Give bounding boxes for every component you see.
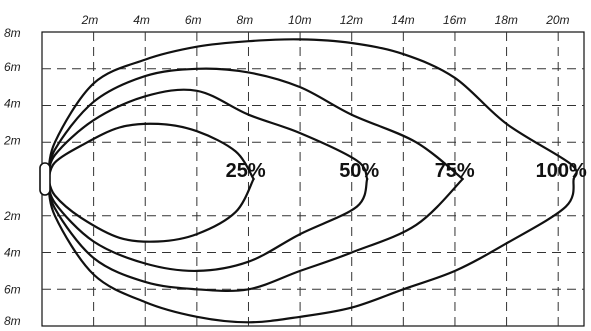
x-tick-label: 6m <box>185 13 202 27</box>
series-lower-line <box>47 177 464 293</box>
x-tick-label: 10m <box>288 13 311 27</box>
x-tick-label: 18m <box>495 13 518 27</box>
series-lower-line <box>47 177 575 324</box>
x-tick-label: 4m <box>133 13 150 27</box>
x-tick-label: 20m <box>545 13 569 27</box>
series-label: 75% <box>435 160 475 182</box>
y-tick-label: 4m <box>4 97 21 111</box>
series-upper-line <box>47 88 369 181</box>
y-tick-label: 8m <box>4 314 21 328</box>
y-tick-label: 6m <box>4 60 21 74</box>
y-tick-label: 6m <box>4 282 21 296</box>
y-tick-label: 2m <box>3 133 21 147</box>
x-tick-label: 8m <box>236 13 253 27</box>
series-upper-line <box>47 122 255 181</box>
series-upper-line <box>47 67 464 181</box>
x-tick-label: 12m <box>340 13 363 27</box>
series-lower-line <box>47 177 255 243</box>
series-label: 100% <box>536 160 587 182</box>
plot-frame <box>41 31 585 327</box>
emitter-icon <box>39 162 51 196</box>
series-upper-line <box>47 38 578 181</box>
x-tick-label: 2m <box>81 13 99 27</box>
series-lower-line <box>47 177 369 273</box>
series-label: 25% <box>226 160 266 182</box>
x-tick-label: 14m <box>391 13 414 27</box>
y-tick-label: 4m <box>4 246 21 260</box>
series-label: 50% <box>339 160 379 182</box>
x-tick-label: 16m <box>443 13 466 27</box>
y-tick-label: 8m <box>4 26 21 40</box>
y-tick-label: 2m <box>3 209 21 223</box>
